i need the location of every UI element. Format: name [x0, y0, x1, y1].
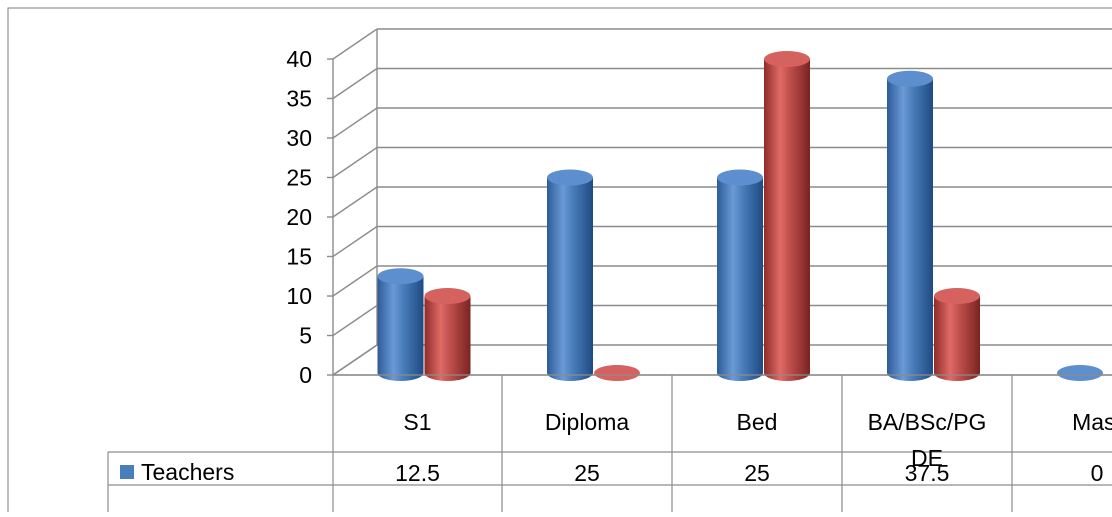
bar-series1-3-body — [887, 78, 933, 381]
table-value: 0 — [1091, 460, 1104, 486]
gridline-side — [332, 67, 378, 100]
bar-series1-2 — [717, 169, 763, 381]
category-label: BA/BSc/PG — [868, 409, 987, 435]
gridline-side — [332, 344, 378, 376]
category-label: Mast — [1072, 409, 1112, 435]
data-table: S1 Diploma Bed BA/BSc/PG DE Mast Teachers 12.5 2… — [107, 374, 1112, 512]
chart-border — [7, 7, 1112, 517]
legend-label-teachers: Teachers — [141, 459, 234, 485]
bar-series2-1-cap — [594, 365, 640, 381]
legend-swatch-teachers — [120, 465, 134, 479]
bar-series1-1-cap — [547, 169, 593, 186]
y-axis: 0 5 10 15 20 25 30 35 40 — [286, 46, 333, 388]
y-tick-label: 25 — [286, 165, 312, 191]
category-label-overflow: DE — [911, 445, 943, 471]
bar-series1-3 — [887, 70, 933, 381]
bar-series1-0-cap — [377, 268, 424, 285]
y-tick-label: 30 — [286, 125, 312, 151]
bar-series2-3 — [934, 288, 980, 381]
bar-series1-0 — [377, 268, 424, 381]
gridline-side — [332, 186, 378, 218]
table-value: 12.5 — [395, 460, 440, 486]
y-tick-label: 35 — [286, 86, 312, 112]
y-tick-label: 15 — [286, 244, 312, 270]
y-tick-label: 5 — [299, 323, 312, 349]
bars — [377, 51, 1103, 381]
bar-series1-1 — [547, 169, 593, 381]
gridline-side — [332, 28, 378, 60]
gridline-side — [332, 225, 378, 258]
bar-series2-2-cap — [764, 51, 810, 67]
bar-series1-3-cap — [887, 70, 933, 87]
bar-series2-2 — [764, 51, 810, 381]
bar-series2-0-body — [424, 296, 471, 381]
y-tick-label: 10 — [286, 283, 312, 309]
bar-series2-0 — [424, 288, 471, 381]
bar-series2-0-cap — [424, 288, 471, 304]
bar-series1-2-cap — [717, 169, 763, 186]
table-value: 25 — [574, 460, 600, 486]
category-label: Diploma — [545, 409, 630, 435]
category-label: S1 — [403, 409, 431, 435]
bar-series2-3-cap — [934, 288, 980, 304]
gridline-side — [332, 265, 378, 297]
gridline-side — [332, 107, 378, 139]
bar-series1-4 — [1057, 365, 1103, 381]
y-tick-label: 0 — [299, 362, 312, 388]
bar-series2-1 — [594, 365, 640, 381]
bar-series1-0-body — [377, 276, 424, 381]
bar-series2-2-body — [764, 59, 810, 381]
bar-series1-4-cap — [1057, 365, 1103, 381]
y-tick-label: 20 — [286, 204, 312, 230]
bar-series1-2-body — [717, 177, 763, 381]
category-label: Bed — [737, 409, 778, 435]
y-tick-label: 40 — [286, 46, 312, 72]
gridline-side — [332, 146, 378, 179]
table-value: 25 — [744, 460, 770, 486]
gridline-side — [332, 304, 378, 337]
bar-series1-1-body — [547, 177, 593, 381]
table-value: 37.5 — [905, 460, 950, 486]
bar-series2-3-body — [934, 296, 980, 381]
